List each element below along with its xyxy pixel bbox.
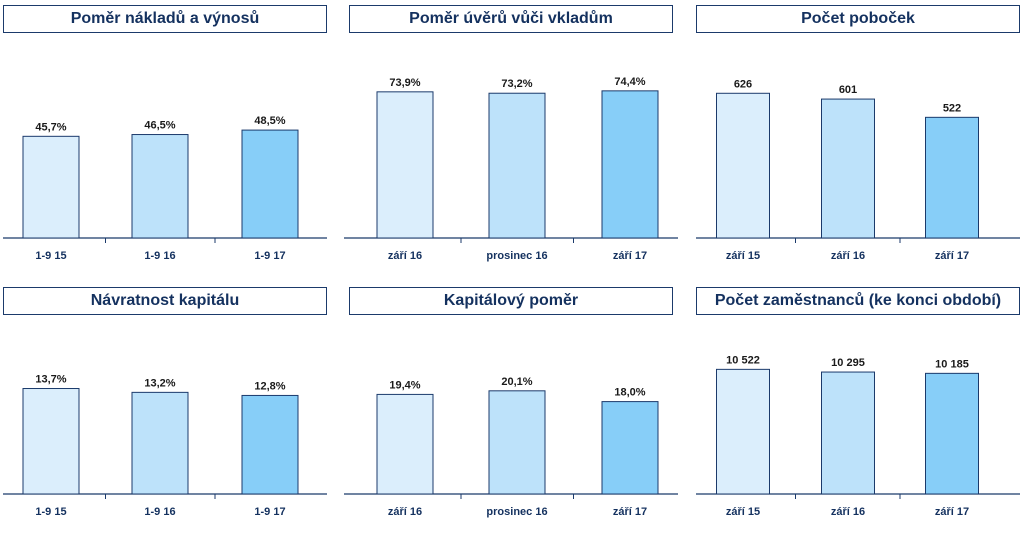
bar-chart: 73,9% září 16 73,2% prosinec 16 74,4% září 17: [344, 76, 678, 262]
chart-panel-roe: Návratnost kapitálu 13,7% 1-9 15 13,2% 1-9 …: [0, 282, 330, 542]
category-label: září 17: [613, 250, 647, 262]
data-label: 73,2%: [501, 78, 532, 90]
category-label: 1-9 16: [144, 506, 175, 518]
bar: [601, 401, 659, 495]
chart-title: Kapitálový poměr: [349, 287, 673, 315]
data-label: 18,0%: [614, 387, 645, 399]
bar-chart: 45,7% 1-9 15 46,5% 1-9 16 48,5% 1-9 17: [3, 115, 327, 262]
bar: [131, 134, 189, 239]
bar: [22, 388, 80, 495]
category-label: září 15: [726, 250, 760, 262]
category-label: září 16: [388, 250, 422, 262]
bar: [488, 92, 546, 239]
bar: [716, 92, 770, 239]
bar: [376, 393, 434, 495]
category-label: 1-9 15: [35, 506, 66, 518]
bar: [241, 394, 299, 495]
bar: [821, 371, 875, 495]
bar: [131, 391, 189, 495]
bar-chart: 626 září 15 601 září 16 522 září 17: [696, 78, 1020, 262]
bar: [376, 91, 434, 239]
data-label: 74,4%: [614, 76, 645, 88]
category-label: září 15: [726, 506, 760, 518]
data-label: 20,1%: [501, 376, 532, 388]
bar: [488, 390, 546, 495]
data-label: 45,7%: [35, 121, 66, 133]
bar-chart: 10 522 září 15 10 295 září 16 10 185 září 17: [696, 354, 1020, 518]
chart-title: Poměr nákladů a výnosů: [3, 5, 327, 33]
chart-panel-capital-ratio: Kapitálový poměr 19,4% září 16 20,1% prosin…: [344, 282, 678, 542]
bar-chart: 13,7% 1-9 15 13,2% 1-9 16 12,8% 1-9 17: [3, 374, 327, 518]
chart-panel-employees: Počet zaměstnanců (ke konci období) 10 5…: [693, 282, 1023, 542]
category-label: září 17: [935, 506, 969, 518]
bar: [22, 135, 80, 239]
category-label: 1-9 15: [35, 250, 66, 262]
category-label: 1-9 17: [254, 506, 285, 518]
bar: [821, 98, 875, 239]
data-label: 10 522: [726, 354, 760, 366]
data-label: 19,4%: [389, 379, 420, 391]
category-label: září 17: [613, 506, 647, 518]
data-label: 626: [734, 78, 752, 90]
data-label: 601: [839, 84, 857, 96]
chart-panel-loan-deposit: Poměr úvěrů vůči vkladům 73,9% září 16 73,…: [344, 0, 678, 262]
data-label: 522: [943, 102, 961, 114]
category-label: prosinec 16: [486, 506, 547, 518]
bar: [601, 90, 659, 239]
category-label: září 17: [935, 250, 969, 262]
bar: [241, 129, 299, 239]
category-label: září 16: [831, 250, 865, 262]
category-label: 1-9 17: [254, 250, 285, 262]
category-label: září 16: [831, 506, 865, 518]
bar: [925, 116, 979, 239]
chart-title: Počet poboček: [696, 5, 1020, 33]
data-label: 13,2%: [144, 377, 175, 389]
category-label: prosinec 16: [486, 250, 547, 262]
chart-panel-cost-income: Poměr nákladů a výnosů 45,7% 1-9 15 46,5% 1…: [0, 0, 330, 262]
category-label: září 16: [388, 506, 422, 518]
chart-panel-branches: Počet poboček 626 září 15 601 září 16 522 zář…: [693, 0, 1023, 262]
data-label: 46,5%: [144, 120, 175, 132]
data-label: 13,7%: [35, 374, 66, 386]
bar-chart: 19,4% září 16 20,1% prosinec 16 18,0% září 17: [344, 376, 678, 518]
chart-title: Poměr úvěrů vůči vkladům: [349, 5, 673, 33]
bar: [925, 372, 979, 495]
data-label: 10 295: [831, 357, 865, 369]
data-label: 48,5%: [254, 115, 285, 127]
bar: [716, 368, 770, 495]
data-label: 73,9%: [389, 77, 420, 89]
chart-title: Návratnost kapitálu: [3, 287, 327, 315]
category-label: 1-9 16: [144, 250, 175, 262]
data-label: 10 185: [935, 358, 969, 370]
data-label: 12,8%: [254, 380, 285, 392]
chart-title: Počet zaměstnanců (ke konci období): [696, 287, 1020, 315]
